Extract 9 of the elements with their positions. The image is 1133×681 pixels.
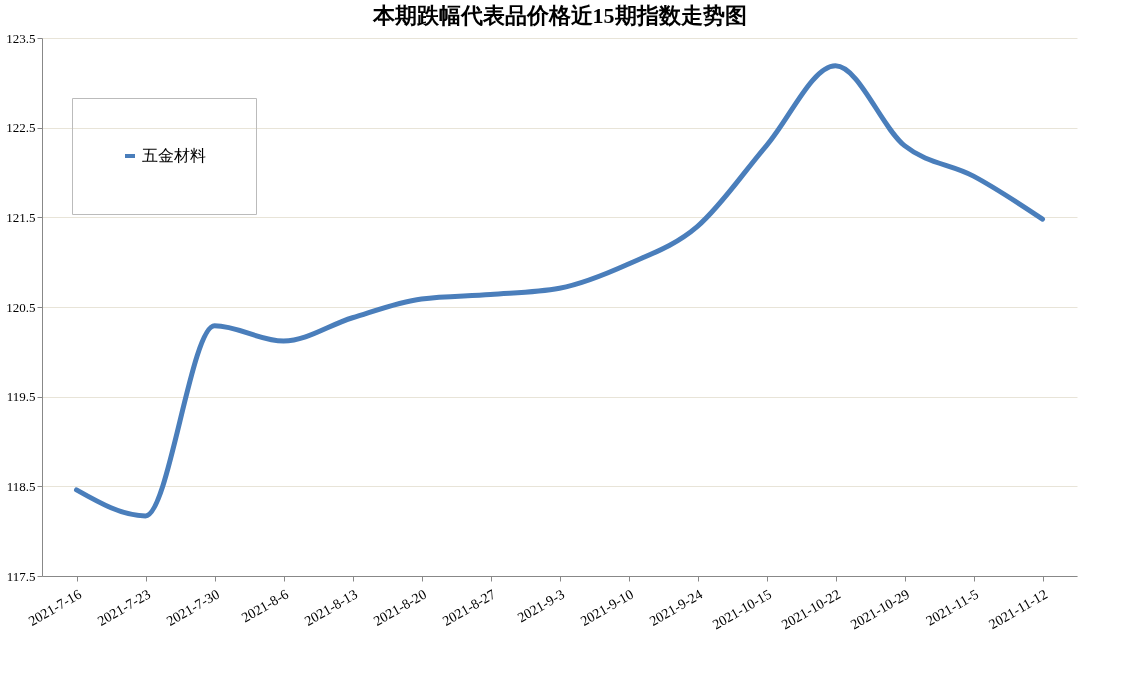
legend-label: 五金材料 <box>142 147 206 164</box>
y-tick-label: 118.5 <box>6 478 36 494</box>
y-tick-label: 121.5 <box>6 209 36 225</box>
y-tick-label: 123.5 <box>6 30 36 46</box>
y-tick-label: 122.5 <box>6 120 36 136</box>
y-tick-label: 119.5 <box>6 389 36 405</box>
y-tick-label: 120.5 <box>6 299 36 315</box>
y-tick-label: 117.5 <box>6 568 36 584</box>
chart-title: 本期跌幅代表品价格近15期指数走势图 <box>371 3 747 28</box>
